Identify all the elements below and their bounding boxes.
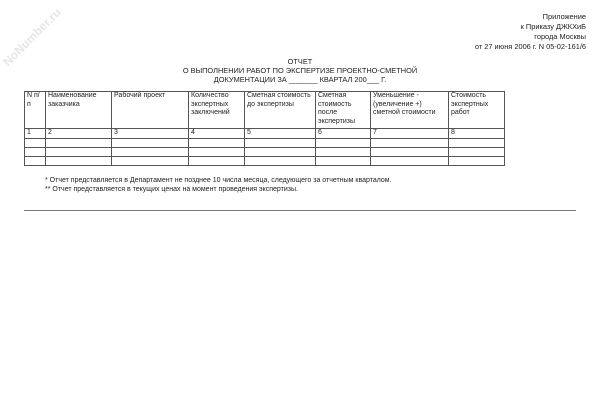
number-cell: 1	[24, 128, 46, 139]
header-cell: Сметная стоимость до экспертизы	[244, 91, 316, 129]
cell	[24, 137, 46, 148]
cell	[45, 155, 112, 166]
title-line: О ВЫПОЛНЕНИИ РАБОТ ПО ЭКСПЕРТИЗЕ ПРОЕКТН…	[182, 66, 418, 75]
cell	[315, 146, 371, 157]
cell	[315, 137, 371, 148]
header-cell: Рабочий проект	[111, 91, 189, 129]
report-table: N п/п Наименование заказчика Рабочий про…	[24, 91, 505, 166]
footnotes: * Отчет представляется в Департамент не …	[45, 176, 392, 194]
column-number-row: 1 2 3 4 5 6 7 8	[24, 128, 505, 139]
number-cell: 2	[45, 128, 112, 139]
number-cell: 7	[370, 128, 449, 139]
footnote: ** Отчет представляется в текущих ценах …	[45, 186, 298, 193]
cell	[188, 137, 245, 148]
cell	[370, 146, 449, 157]
appendix-note: Приложение к Приказу ДЖКХиБ города Москв…	[475, 12, 586, 52]
cell	[244, 146, 316, 157]
cell	[45, 146, 112, 157]
cell	[188, 155, 245, 166]
header-cell: Уменьшение - (увеличение +) сметной стои…	[370, 91, 449, 129]
header-cell: N п/п	[24, 91, 46, 129]
appendix-line: к Приказу ДЖКХиБ	[520, 22, 586, 31]
cell	[315, 155, 371, 166]
cell	[448, 137, 505, 148]
document-title: ОТЧЕТ О ВЫПОЛНЕНИИ РАБОТ ПО ЭКСПЕРТИЗЕ П…	[0, 57, 600, 84]
cell	[24, 155, 46, 166]
appendix-line: Приложение	[542, 12, 586, 21]
cell	[370, 155, 449, 166]
cell	[111, 155, 189, 166]
number-cell: 8	[448, 128, 505, 139]
title-line: ДОКУМЕНТАЦИИ ЗА _______ КВАРТАЛ 200___ Г…	[213, 75, 387, 84]
number-cell: 3	[111, 128, 189, 139]
cell	[45, 137, 112, 148]
cell	[244, 155, 316, 166]
title-line: ОТЧЕТ	[287, 57, 313, 66]
header-cell: Стоимость экспертных работ	[448, 91, 505, 129]
cell	[448, 146, 505, 157]
appendix-line: города Москвы	[534, 32, 586, 41]
divider	[24, 210, 576, 211]
cell	[24, 146, 46, 157]
cell	[244, 137, 316, 148]
cell	[111, 137, 189, 148]
number-cell: 4	[188, 128, 245, 139]
header-cell: Сметная стоимость после экспертизы	[315, 91, 371, 129]
footnote: * Отчет представляется в Департамент не …	[45, 177, 392, 184]
header-cell: Наименование заказчика	[45, 91, 112, 129]
cell	[448, 155, 505, 166]
appendix-line: от 27 июня 2006 г. N 05-02-161/6	[474, 42, 586, 51]
table-row	[24, 137, 505, 148]
cell	[188, 146, 245, 157]
table-row	[24, 155, 505, 166]
header-cell: Количество экспертных заключений	[188, 91, 245, 129]
number-cell: 5	[244, 128, 316, 139]
header-row: N п/п Наименование заказчика Рабочий про…	[24, 91, 505, 129]
number-cell: 6	[315, 128, 371, 139]
cell	[370, 137, 449, 148]
table-row	[24, 146, 505, 157]
cell	[111, 146, 189, 157]
